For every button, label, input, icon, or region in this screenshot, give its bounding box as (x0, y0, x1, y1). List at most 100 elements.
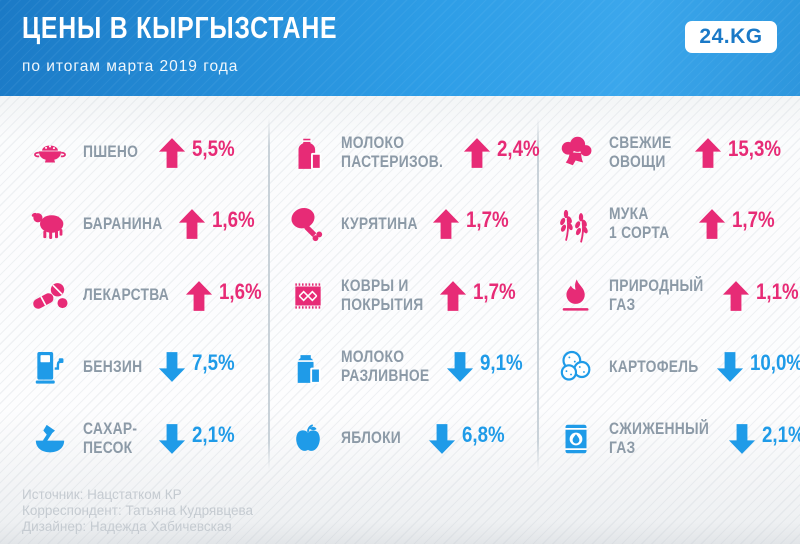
logo-badge: 24.KG (685, 21, 777, 53)
price-column-2: МОЛОКО ПАСТЕРИЗОВ. 2,4% КУРЯТИНА 1,7% (288, 117, 539, 475)
arrow-down-icon (446, 351, 474, 383)
petrol-icon (30, 345, 70, 389)
arrow-down-icon (728, 423, 756, 455)
price-change: 2,1% (158, 421, 242, 455)
price-change: 1,7% (432, 207, 516, 240)
price-change: 10,0% (716, 350, 800, 383)
price-row: МОЛОКО РАЗЛИВНОЕ 9,1% (288, 332, 523, 404)
arrow-up-icon (439, 280, 467, 312)
price-change-value: 1,7% (732, 207, 775, 233)
price-change-value: 1,6% (219, 278, 263, 304)
vegetables-icon (556, 131, 596, 175)
item-label: ПРИРОДНЫЙ ГАЗ (609, 276, 704, 314)
price-change: 2,4% (463, 135, 547, 169)
source-credit: Источник: Нацстатком КР (22, 487, 182, 502)
item-label: ЯБЛОКИ (341, 429, 402, 448)
sugar-icon (30, 417, 70, 461)
arrow-up-icon (432, 208, 460, 240)
designer-credit: Дизайнер: Надежда Хабичевская (22, 519, 232, 534)
mutton-icon (30, 202, 70, 246)
price-change-value: 1,6% (211, 207, 255, 233)
price-change: 1,6% (178, 207, 262, 240)
price-change: 6,8% (428, 421, 512, 455)
price-row: КАРТОФЕЛЬ 10,0% (556, 332, 800, 404)
striped-background (0, 96, 800, 544)
price-row: СВЕЖИЕ ОВОЩИ 15,3% (556, 117, 790, 189)
arrow-up-icon (178, 208, 206, 240)
price-row: СЖИЖЕННЫЙ ГАЗ 2,1% (556, 403, 800, 475)
price-row: БЕНЗИН 7,5% (30, 332, 242, 404)
price-change: 15,3% (694, 135, 790, 169)
item-label: ЛЕКАРСТВА (83, 286, 170, 305)
price-row: ЯБЛОКИ 6,8% (288, 403, 512, 475)
arrow-down-icon (428, 423, 456, 455)
medicine-icon (30, 274, 70, 318)
item-label: БАРАНИНА (83, 214, 163, 233)
price-column-1: ПШЕНО 5,5% БАРАНИНА (30, 117, 262, 475)
column-divider (537, 118, 539, 470)
header: ЦЕНЫ В КЫРГЫЗСТАНЕ по итогам марта 2019 … (0, 0, 800, 96)
price-change-value: 10,0% (749, 350, 800, 376)
item-label: СЖИЖЕННЫЙ ГАЗ (609, 419, 710, 457)
arrow-up-icon (722, 280, 750, 312)
price-change-value: 1,7% (473, 278, 516, 304)
item-label: КУРЯТИНА (341, 214, 418, 233)
price-row: БАРАНИНА 1,6% (30, 189, 254, 261)
price-change: 9,1% (446, 350, 530, 383)
price-change-value: 6,8% (461, 421, 505, 447)
milk-pasteurized-icon (288, 131, 328, 175)
price-row: САХАР- ПЕСОК 2,1% (30, 403, 242, 475)
price-row: ЛЕКАРСТВА 1,6% (30, 260, 262, 332)
price-change-value: 7,5% (191, 350, 235, 376)
page-title: ЦЕНЫ В КЫРГЫЗСТАНЕ (22, 10, 338, 45)
arrow-up-icon (158, 137, 186, 169)
milk-draft-icon (288, 345, 328, 389)
arrow-down-icon (158, 351, 186, 383)
item-label: МОЛОКО ПАСТЕРИЗОВ. (341, 133, 444, 171)
price-change: 1,1% (722, 278, 800, 312)
arrow-down-icon (158, 423, 186, 455)
item-label: СВЕЖИЕ ОВОЩИ (609, 133, 672, 171)
item-label: МОЛОКО РАЗЛИВНОЕ (341, 348, 430, 386)
price-change-value: 2,1% (191, 421, 235, 447)
price-change-value: 9,1% (480, 350, 523, 376)
correspondent-credit: Корреспондент: Татьяна Кудрявцева (22, 503, 254, 518)
price-row: МОЛОКО ПАСТЕРИЗОВ. 2,4% (288, 117, 539, 189)
price-change-value: 2,4% (496, 135, 540, 161)
price-change: 2,1% (728, 421, 800, 455)
chicken-icon (288, 202, 328, 246)
natural-gas-icon (556, 274, 596, 318)
arrow-up-icon (694, 137, 722, 169)
price-change: 5,5% (158, 136, 242, 169)
price-row: КОВРЫ И ПОКРЫТИЯ 1,7% (288, 260, 516, 332)
arrow-down-icon (716, 351, 744, 383)
price-row: КУРЯТИНА 1,7% (288, 189, 512, 261)
item-label: МУКА 1 СОРТА (609, 205, 670, 243)
price-change-value: 2,1% (762, 421, 800, 447)
column-divider (268, 118, 270, 470)
potato-icon (556, 345, 596, 389)
price-change: 1,7% (698, 207, 790, 240)
item-label: КАРТОФЕЛЬ (609, 357, 699, 376)
price-column-3: СВЕЖИЕ ОВОЩИ 15,3% (556, 117, 800, 475)
millet-icon (30, 131, 70, 175)
price-change: 7,5% (158, 350, 242, 383)
price-row: ПШЕНО 5,5% (30, 117, 242, 189)
price-change-value: 1,1% (755, 278, 799, 304)
price-change-value: 1,7% (466, 207, 510, 233)
credits-footer: Источник: Нацстатком КР Корреспондент: Т… (22, 487, 253, 535)
flour-icon (556, 202, 596, 246)
arrow-up-icon (463, 137, 491, 169)
price-change: 1,7% (439, 278, 523, 312)
carpet-icon (288, 274, 328, 318)
arrow-up-icon (698, 208, 726, 240)
lpg-icon (556, 417, 596, 461)
price-change: 1,6% (185, 278, 269, 312)
item-label: ПШЕНО (83, 143, 139, 162)
apple-icon (288, 417, 328, 461)
price-row: МУКА 1 СОРТА 1,7% (556, 189, 790, 261)
item-label: САХАР- ПЕСОК (83, 419, 138, 457)
item-label: КОВРЫ И ПОКРЫТИЯ (341, 276, 424, 314)
price-change-value: 15,3% (727, 135, 781, 161)
